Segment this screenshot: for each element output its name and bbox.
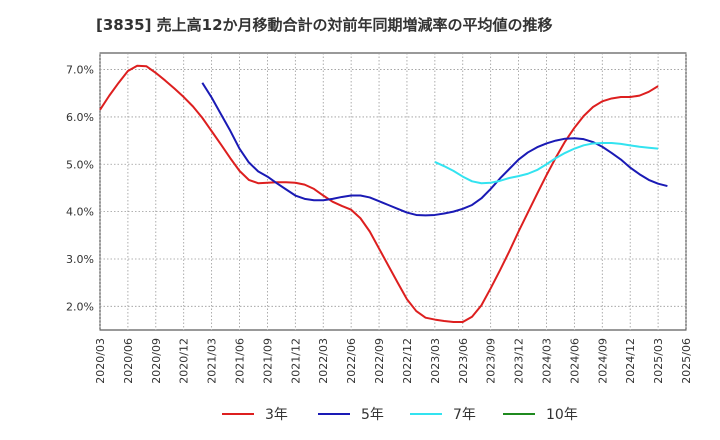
series-line-5年 (201, 82, 668, 217)
x-tick-label: 2021/06 (234, 338, 247, 384)
legend-label: 3年 (265, 407, 288, 423)
x-tick-label: 2025/03 (652, 338, 665, 384)
x-tick-label: 2021/03 (206, 338, 219, 384)
y-tick-label: 5.0% (66, 158, 94, 171)
legend-label: 7年 (453, 407, 476, 423)
y-tick-label: 7.0% (66, 64, 94, 77)
y-tick-label: 4.0% (66, 206, 94, 219)
series-line-3年 (99, 64, 659, 323)
x-tick-label: 2020/09 (150, 338, 163, 384)
x-tick-label: 2023/06 (457, 338, 470, 384)
x-tick-label: 2024/03 (540, 338, 553, 384)
x-tick-label: 2021/09 (261, 338, 274, 384)
x-tick-label: 2021/12 (289, 338, 302, 384)
x-tick-label: 2020/03 (94, 338, 107, 384)
x-tick-label: 2023/12 (513, 338, 526, 384)
y-tick-label: 6.0% (66, 111, 94, 124)
chart-title: [3835] 売上高12か月移動合計の対前年同期増減率の平均値の推移 (96, 16, 553, 34)
plot-area (99, 52, 687, 331)
series-line-7年 (434, 141, 659, 185)
legend: 3年 5年 7年 10年 (222, 407, 578, 423)
y-axis-ticks: 2.0% 3.0% 4.0% 5.0% 6.0% 7.0% (66, 64, 94, 314)
x-tick-label: 2022/09 (373, 338, 386, 384)
y-tick-label: 2.0% (66, 300, 94, 313)
x-tick-label: 2024/12 (624, 338, 637, 384)
x-tick-label: 2023/03 (429, 338, 442, 384)
x-tick-label: 2024/09 (596, 338, 609, 384)
y-tick-label: 3.0% (66, 253, 94, 266)
legend-label: 5年 (361, 407, 384, 423)
x-tick-label: 2023/09 (485, 338, 498, 384)
x-tick-label: 2022/06 (345, 338, 358, 384)
x-tick-label: 2022/03 (317, 338, 330, 384)
legend-label: 10年 (546, 407, 578, 423)
plot-border (99, 52, 687, 331)
x-tick-label: 2020/12 (178, 338, 191, 384)
x-tick-label: 2025/06 (680, 338, 693, 384)
x-tick-label: 2022/12 (401, 338, 414, 384)
x-tick-label: 2024/06 (568, 338, 581, 384)
series-lines (99, 64, 668, 323)
x-axis-ticks: 2020/03 2020/06 2020/09 2020/12 2021/03 2021/… (94, 338, 693, 384)
grid-lines (99, 53, 687, 330)
x-tick-label: 2020/06 (122, 338, 135, 384)
